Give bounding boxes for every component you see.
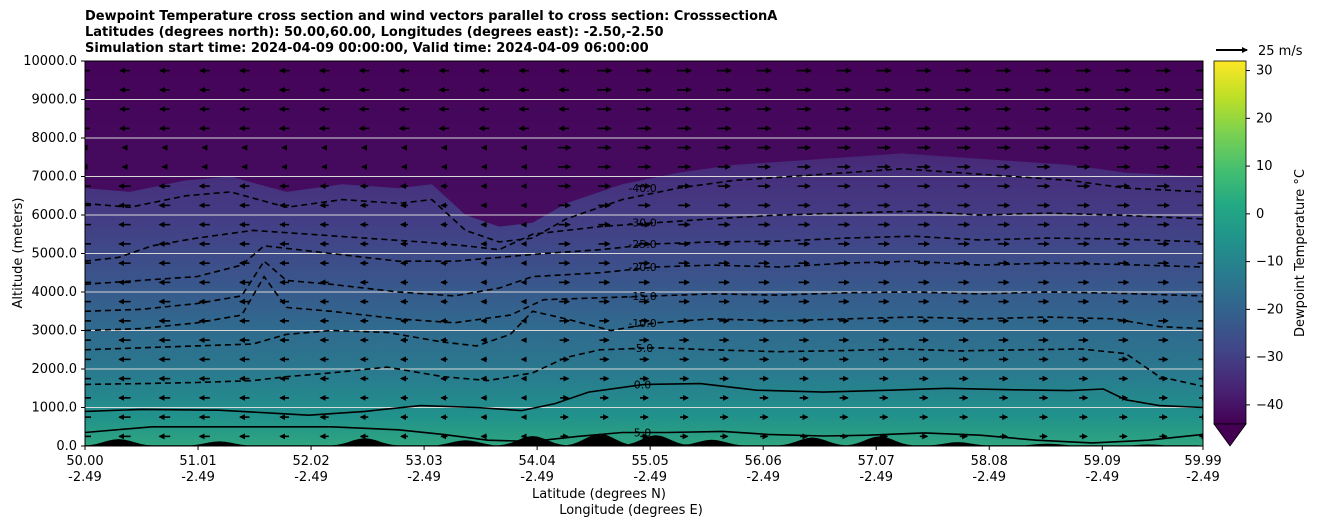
colorbar-ticks: 30 20 10 0 −10 −20 −30 −40 xyxy=(1246,64,1283,413)
gridlines xyxy=(85,99,1203,408)
x-tick-label-latitude: 51.01 xyxy=(179,454,216,469)
y-tick-label: 8000.0 xyxy=(32,131,78,146)
colorbar-tick-label: 0 xyxy=(1256,207,1264,222)
colorbar-tick-label: −10 xyxy=(1256,255,1283,270)
contour-label: -10.0 xyxy=(628,317,656,330)
colorbar-tick-label: −20 xyxy=(1256,302,1283,317)
x-tick-label-longitude: -2.49 xyxy=(68,470,102,485)
x-tick-label-latitude: 59.09 xyxy=(1084,454,1121,469)
chart-title-line-3: Simulation start time: 2024-04-09 00:00:… xyxy=(85,41,649,56)
x-tick-label-latitude: 52.02 xyxy=(292,454,329,469)
colorbar-tick-label: 10 xyxy=(1256,159,1273,174)
x-axis-label: Latitude (degrees N) xyxy=(532,487,666,502)
contour-label: 0.0 xyxy=(634,378,652,391)
x-tick-label-longitude: -2.49 xyxy=(633,470,667,485)
x-tick-label-longitude: -2.49 xyxy=(746,470,780,485)
terrain-fill xyxy=(85,433,1203,446)
y-tick-label: 7000.0 xyxy=(32,170,78,185)
x-tick-label-longitude: -2.49 xyxy=(520,470,554,485)
contour-line xyxy=(85,210,1203,262)
contour-label: -40.0 xyxy=(628,182,656,195)
x-tick-label-latitude: 50.00 xyxy=(66,454,103,469)
colorbar-tick-label: −30 xyxy=(1256,350,1283,365)
y-tick-label: 1000.0 xyxy=(32,401,78,416)
colorbar-label: Dewpoint Temperature °C xyxy=(1293,169,1308,337)
y-tick-label: 4000.0 xyxy=(32,285,78,300)
x-tick-label-longitude: -2.49 xyxy=(181,470,215,485)
x-tick-label-latitude: 55.05 xyxy=(632,454,669,469)
y-tick-label: 0.0 xyxy=(56,439,77,454)
colorbar-extend-triangle xyxy=(1213,423,1247,447)
contour-line xyxy=(85,426,1203,444)
contour-label: -30.0 xyxy=(628,217,656,230)
y-tick-label: 9000.0 xyxy=(32,93,78,108)
y-tick-label: 10000.0 xyxy=(23,54,77,69)
colorbar-tick-label: −40 xyxy=(1256,398,1283,413)
colorbar-tick-label: 20 xyxy=(1256,111,1273,126)
colorbar-gradient xyxy=(1213,60,1247,425)
contour-line xyxy=(85,382,1203,417)
x-tick-label-latitude: 53.03 xyxy=(405,454,442,469)
colorbar-tick-label: 30 xyxy=(1256,64,1273,79)
contour-line xyxy=(85,235,1203,286)
x-tick-label-longitude: -2.49 xyxy=(1085,470,1119,485)
y-axis: 0.0 1000.0 2000.0 3000.0 4000.0 5000.0 6000.0 7… xyxy=(23,54,85,454)
wind-vectors xyxy=(85,67,1203,440)
x-axis: 50.00-2.4951.01-2.4952.02-2.4953.03-2.49… xyxy=(66,446,1222,485)
x-tick-label-longitude: -2.49 xyxy=(859,470,893,485)
x-axis-label-secondary: Longitude (degrees E) xyxy=(559,503,703,518)
x-tick-label-latitude: 56.06 xyxy=(745,454,782,469)
contour-line xyxy=(85,167,1203,243)
y-tick-label: 3000.0 xyxy=(32,324,78,339)
x-tick-label-longitude: -2.49 xyxy=(972,470,1006,485)
x-tick-label-latitude: 54.04 xyxy=(519,454,556,469)
y-axis-label: Altitude (meters) xyxy=(11,198,26,309)
chart-title-line-2: Latitudes (degrees north): 50.00,60.00, … xyxy=(85,25,664,40)
quiver-key-label: 25 m/s xyxy=(1258,44,1303,59)
x-tick-label-latitude: 58.08 xyxy=(971,454,1008,469)
x-tick-label-longitude: -2.49 xyxy=(407,470,441,485)
y-tick-label: 5000.0 xyxy=(32,247,78,262)
contour-label: -5.0 xyxy=(632,342,653,355)
quiver-key: 25 m/s xyxy=(1216,44,1303,59)
x-tick-label-latitude: 59.99 xyxy=(1184,454,1221,469)
y-tick-label: 6000.0 xyxy=(32,208,78,223)
x-tick-label-longitude: -2.49 xyxy=(1186,470,1220,485)
x-tick-label-latitude: 57.07 xyxy=(858,454,895,469)
x-tick-label-longitude: -2.49 xyxy=(294,470,328,485)
contour-line xyxy=(85,259,1203,313)
contour-line xyxy=(85,346,1203,388)
chart-title-line-1: Dewpoint Temperature cross section and w… xyxy=(85,9,778,24)
contour-line xyxy=(85,310,1203,351)
terrain xyxy=(85,433,1203,446)
colorbar: 30 20 10 0 −10 −20 −30 −40 Dewpoint Temperature… xyxy=(1213,60,1308,447)
y-tick-label: 2000.0 xyxy=(32,362,78,377)
